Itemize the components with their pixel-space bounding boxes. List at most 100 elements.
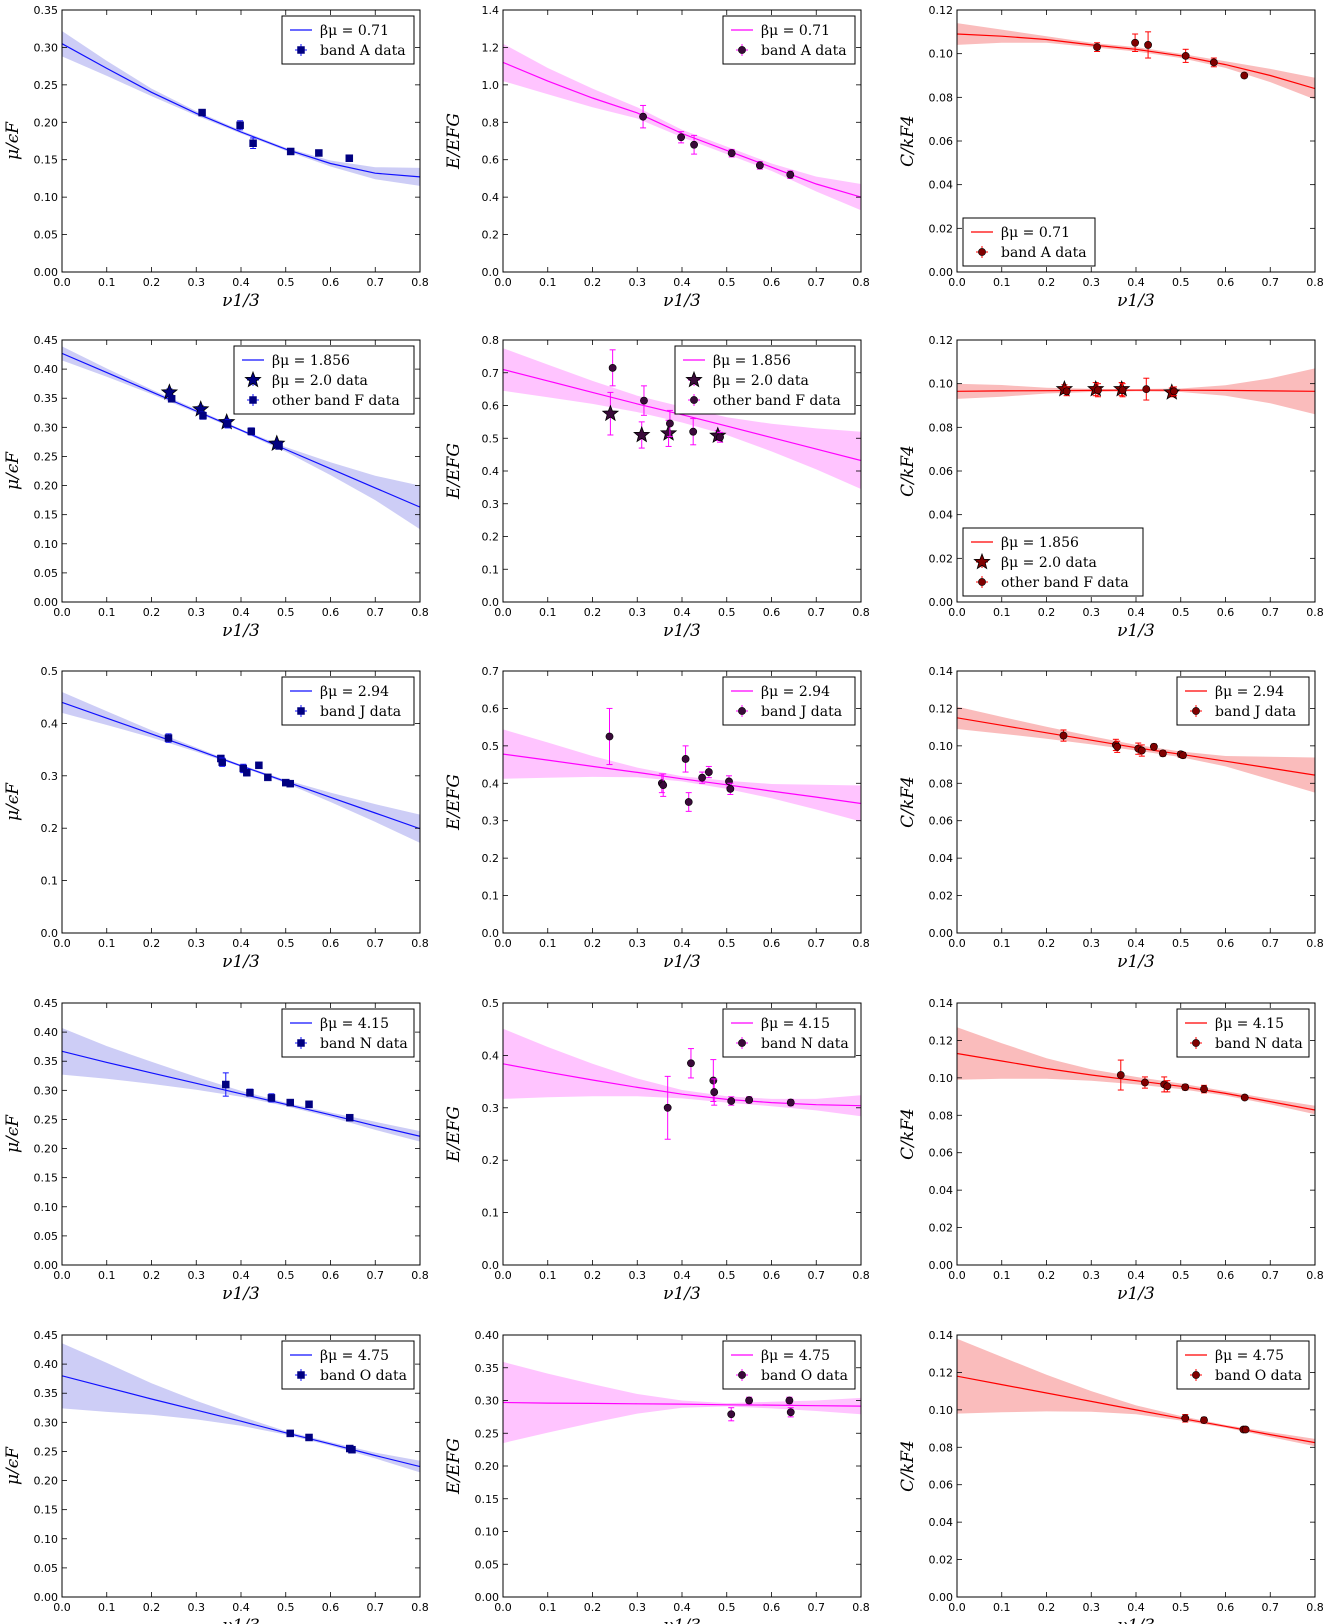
y-tick-label: 0.25 xyxy=(34,450,59,463)
data-point xyxy=(222,1080,230,1089)
x-tick-label: 0.8 xyxy=(852,276,870,289)
legend-label: band N data xyxy=(1215,1036,1303,1052)
legend-marker-swatch xyxy=(978,578,986,586)
legend-box xyxy=(722,15,856,65)
legend-label: other band F data xyxy=(1001,575,1129,591)
x-tick-label: 0.0 xyxy=(948,1269,966,1282)
y-tick-label: 0.00 xyxy=(929,927,954,940)
legend-label: βμ = 2.0 data xyxy=(713,373,809,389)
data-series xyxy=(167,395,283,450)
chart-panel: 0.0 0.1 0.2 0.3 0.4 0.5 0.6 0.7 0.8 0.00 0.02 0.04 0… xyxy=(898,334,1324,641)
plot-area xyxy=(503,1361,861,1444)
y-tick-label: 0.3 xyxy=(482,815,500,828)
legend-label: βμ = 2.94 xyxy=(320,684,389,700)
x-tick-label: 0.3 xyxy=(629,606,647,619)
y-tick-label: 1.0 xyxy=(482,79,500,92)
x-tick-label: 0.2 xyxy=(1038,937,1056,950)
data-point xyxy=(1142,385,1151,394)
fit-line xyxy=(957,1052,1315,1111)
data-series xyxy=(164,733,294,788)
error-band xyxy=(62,1343,420,1473)
x-tick-label: 0.5 xyxy=(277,276,295,289)
y-tick-label: 0.08 xyxy=(929,421,954,434)
data-point xyxy=(786,1098,795,1107)
plot-area xyxy=(62,346,420,530)
y-tick-label: 0.10 xyxy=(34,538,59,551)
y-tick-label: 0.14 xyxy=(929,1329,954,1342)
y-tick-label: 0.0 xyxy=(482,1259,500,1272)
y-tick-label: 0.08 xyxy=(929,91,954,104)
error-band xyxy=(957,23,1315,100)
x-tick-label: 0.5 xyxy=(1172,1601,1190,1614)
data-point xyxy=(726,785,735,793)
y-tick-label: 0.00 xyxy=(929,1591,954,1604)
x-tick-label: 0.3 xyxy=(188,1269,206,1282)
x-tick-label: 0.0 xyxy=(494,937,512,950)
y-axis-label: C/kF4 xyxy=(898,1108,918,1160)
x-tick-label: 0.1 xyxy=(98,1269,116,1282)
y-tick-label: 0.2 xyxy=(482,229,500,242)
x-tick-label: 0.4 xyxy=(673,276,691,289)
chart-panel: 0.0 0.1 0.2 0.3 0.4 0.5 0.6 0.7 0.8 0.00 0.02 0.04 0… xyxy=(898,1329,1324,1624)
y-tick-label: 0.05 xyxy=(475,1558,500,1571)
y-tick-label: 0.05 xyxy=(34,1562,59,1575)
x-tick-label: 0.5 xyxy=(1172,1269,1190,1282)
legend-label: other band F data xyxy=(272,393,400,409)
data-point xyxy=(264,773,272,782)
y-tick-label: 0.35 xyxy=(34,392,59,405)
legend-marker-swatch xyxy=(1192,1039,1200,1047)
y-tick-label: 0.20 xyxy=(475,1460,500,1473)
legend-label: βμ = 4.75 xyxy=(761,1348,830,1364)
legend-label: band A data xyxy=(1001,245,1087,261)
y-tick-label: 0.35 xyxy=(34,1055,59,1068)
y-tick-label: 0.20 xyxy=(34,1143,59,1156)
data-point xyxy=(315,149,323,157)
chart-panel: 0.0 0.1 0.2 0.3 0.4 0.5 0.6 0.7 0.8 0.00 0.05 0.10 0… xyxy=(3,334,429,641)
x-tick-label: 0.2 xyxy=(1038,606,1056,619)
data-point xyxy=(786,170,795,179)
y-tick-label: 0.05 xyxy=(34,229,59,242)
y-tick-label: 0.04 xyxy=(929,509,954,522)
y-tick-label: 0.35 xyxy=(34,4,59,17)
y-tick-label: 0.10 xyxy=(929,378,954,391)
y-tick-label: 0.12 xyxy=(929,702,954,715)
x-tick-label: 0.3 xyxy=(188,276,206,289)
legend: βμ = 4.75 band O data xyxy=(722,1340,856,1390)
data-point xyxy=(286,1098,294,1107)
data-point xyxy=(1137,746,1146,755)
legend-box xyxy=(281,1008,415,1058)
data-point xyxy=(305,1433,313,1442)
legend-marker-swatch xyxy=(297,707,305,715)
data-point xyxy=(785,1396,794,1405)
x-tick-label: 0.5 xyxy=(1172,276,1190,289)
y-tick-label: 0.05 xyxy=(34,567,59,580)
x-tick-label: 0.8 xyxy=(1306,1269,1324,1282)
error-band xyxy=(957,368,1315,415)
x-tick-label: 0.1 xyxy=(993,1601,1011,1614)
legend: βμ = 4.15 band N data xyxy=(1176,1008,1310,1058)
fit-line xyxy=(957,389,1315,392)
data-series xyxy=(727,1396,795,1422)
y-tick-label: 0.00 xyxy=(34,596,59,609)
data-point xyxy=(605,732,614,741)
chart-panel: 0.0 0.1 0.2 0.3 0.4 0.5 0.6 0.7 0.8 0.0 0.1 0.2 0.3 0… xyxy=(444,334,870,641)
legend-label: βμ = 0.71 xyxy=(1001,225,1070,241)
y-tick-label: 0.06 xyxy=(929,465,954,478)
x-tick-label: 0.0 xyxy=(948,937,966,950)
legend: βμ = 0.71 band A data xyxy=(962,217,1096,267)
y-tick-label: 0.3 xyxy=(41,770,59,783)
x-tick-label: 0.5 xyxy=(277,937,295,950)
x-tick-label: 0.8 xyxy=(852,1601,870,1614)
y-tick-label: 0.15 xyxy=(475,1493,500,1506)
x-tick-label: 0.6 xyxy=(763,1601,781,1614)
y-tick-label: 0.40 xyxy=(34,1358,59,1371)
x-tick-label: 0.1 xyxy=(539,606,557,619)
x-tick-label: 0.7 xyxy=(808,276,826,289)
x-tick-label: 0.6 xyxy=(1217,1601,1235,1614)
data-point xyxy=(663,1103,672,1112)
legend-label: βμ = 2.0 data xyxy=(272,373,368,389)
y-tick-label: 0.20 xyxy=(34,480,59,493)
x-tick-label: 0.4 xyxy=(673,1269,691,1282)
y-tick-label: 0.10 xyxy=(34,1533,59,1546)
